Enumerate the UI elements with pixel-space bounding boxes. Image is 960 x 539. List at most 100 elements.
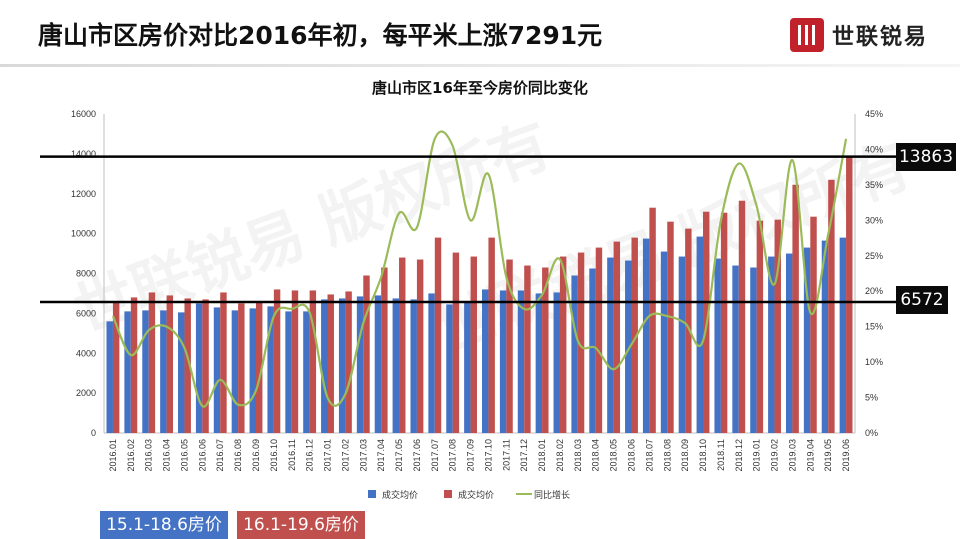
x-tick-label: 2019.02	[770, 439, 780, 472]
y-left-tick-label: 16000	[71, 109, 96, 119]
bar-red	[738, 200, 746, 433]
bar-red	[416, 259, 424, 433]
bar-blue	[642, 238, 650, 433]
page-title: 唐山市区房价对比2016年初，每平米上涨7291元	[38, 21, 603, 50]
bar-red	[238, 303, 245, 433]
bar-red	[130, 297, 138, 433]
bar-blue	[356, 296, 364, 433]
y-right-tick-label: 15%	[865, 322, 883, 332]
bar-blue	[106, 321, 113, 433]
bar-blue	[321, 299, 328, 433]
x-tick-label: 2018.09	[680, 439, 690, 472]
range-label-red: 16.1-19.6房价	[237, 511, 365, 539]
y-left-tick-label: 8000	[76, 269, 96, 279]
x-tick-label: 2016.11	[287, 439, 297, 471]
bar-blue	[124, 311, 131, 433]
x-tick-label: 2019.05	[823, 439, 833, 472]
x-tick-label: 2019.04	[805, 439, 815, 472]
x-tick-label: 2018.08	[662, 439, 672, 472]
bar-blue	[678, 256, 686, 433]
x-tick-label: 2016.03	[144, 439, 154, 472]
x-tick-label: 2019.01	[752, 439, 762, 472]
bar-blue	[249, 308, 256, 433]
bar-blue	[785, 253, 793, 433]
bar-red	[488, 237, 495, 433]
bar-blue	[625, 260, 632, 433]
bar-blue	[517, 290, 525, 433]
x-tick-label: 2018.11	[716, 439, 726, 471]
header-divider	[0, 64, 960, 67]
x-tick-label: 2017.05	[394, 439, 404, 472]
x-tick-label: 2017.03	[358, 439, 368, 472]
bar-red	[345, 291, 352, 433]
legend-swatch	[444, 490, 452, 498]
bar-red	[685, 228, 692, 433]
x-tick-label: 2016.04	[162, 439, 172, 472]
callout-high: 13863	[896, 143, 956, 171]
bar-red	[327, 294, 334, 433]
bar-red	[470, 256, 477, 433]
bar-blue	[589, 268, 596, 433]
x-tick-label: 2016.10	[269, 439, 279, 472]
bar-red	[595, 247, 603, 433]
chart-title: 唐山市区16年至今房价同比变化	[372, 79, 588, 97]
bar-red	[792, 184, 799, 433]
bar-red	[399, 257, 406, 433]
bar-blue	[338, 298, 346, 433]
x-tick-label: 2017.11	[501, 439, 511, 471]
y-right-tick-label: 10%	[865, 357, 883, 367]
bar-red	[649, 207, 656, 433]
x-tick-label: 2017.07	[430, 439, 440, 472]
bar-red	[184, 298, 191, 433]
bar-blue	[607, 257, 614, 433]
x-tick-label: 2018.10	[698, 439, 708, 472]
bar-red	[631, 237, 638, 433]
brand-logo: 世联锐易	[790, 18, 928, 52]
bar-blue	[732, 265, 739, 433]
bar-red	[202, 299, 209, 433]
callout-low: 6572	[896, 286, 948, 314]
legend-label: 同比增长	[534, 489, 570, 500]
x-tick-label: 2016.01	[108, 439, 118, 472]
bar-blue	[464, 301, 471, 433]
series-line-yoy	[111, 130, 848, 408]
bar-red	[613, 241, 621, 433]
bar-red	[559, 256, 567, 433]
bar-blue	[821, 240, 829, 433]
bar-blue	[660, 251, 668, 433]
x-tick-label: 2018.03	[573, 439, 583, 472]
bar-blue	[535, 293, 543, 433]
x-tick-label: 2017.02	[340, 439, 350, 472]
y-left-tick-label: 2000	[76, 388, 96, 398]
bar-blue	[482, 289, 489, 433]
x-tick-label: 2019.03	[787, 439, 797, 472]
y-right-tick-label: 5%	[865, 393, 878, 403]
y-right-tick-label: 30%	[865, 215, 883, 225]
bar-blue	[160, 310, 167, 433]
bar-red	[506, 259, 513, 433]
range-label-blue: 15.1-18.6房价	[100, 511, 228, 539]
y-left-tick-label: 10000	[71, 229, 96, 239]
bar-blue	[803, 247, 811, 433]
bar-blue	[142, 310, 149, 433]
bar-red	[309, 290, 317, 433]
logo-icon	[790, 18, 824, 52]
bar-red	[828, 179, 835, 433]
x-tick-label: 2018.05	[609, 439, 619, 472]
bar-red	[577, 252, 585, 433]
logo-text: 世联锐易	[832, 25, 929, 50]
x-tick-label: 2016.05	[179, 439, 189, 472]
x-tick-label: 2017.06	[412, 439, 422, 472]
bar-blue	[410, 299, 417, 433]
bar-blue	[839, 237, 847, 433]
x-tick-label: 2018.02	[555, 439, 565, 472]
bar-red	[363, 275, 370, 433]
bar-blue	[303, 311, 310, 433]
x-tick-label: 2017.04	[376, 439, 386, 472]
y-right-tick-label: 20%	[865, 286, 883, 296]
bar-blue	[285, 311, 292, 433]
y-left-tick-label: 0	[91, 428, 96, 438]
bar-red	[273, 289, 281, 433]
bar-blue	[750, 267, 757, 433]
